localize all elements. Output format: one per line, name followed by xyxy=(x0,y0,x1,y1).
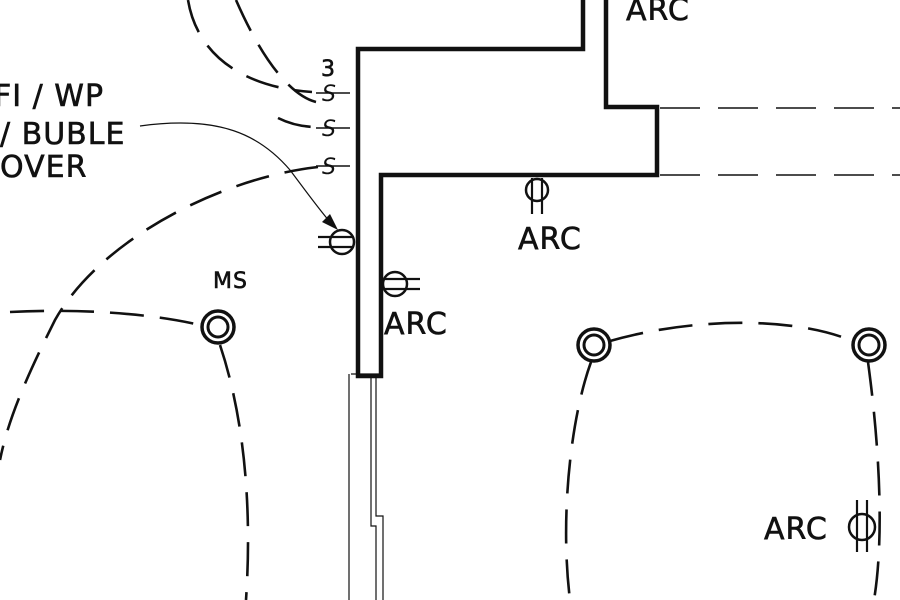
light-fixture-icon xyxy=(576,327,612,363)
wall-outline xyxy=(355,0,660,379)
note-line-3: OVER xyxy=(0,150,87,185)
receptacle-icon xyxy=(318,228,356,256)
switch-symbol-3: S xyxy=(322,155,336,180)
switches: S S S xyxy=(316,82,350,180)
label-arc-right: ARC xyxy=(764,512,828,547)
ms-arc-left xyxy=(9,309,205,328)
label-ms: MS xyxy=(213,269,248,294)
label-arc-mid: ARC xyxy=(518,222,582,257)
note-line-1: FI / WP xyxy=(0,79,104,114)
switch-icon: S xyxy=(316,155,350,180)
right-room-arc-top xyxy=(609,321,851,343)
walls xyxy=(348,0,660,600)
door-frame xyxy=(348,373,384,600)
switch-icon: S xyxy=(316,82,350,107)
light-fixture-icon xyxy=(200,309,236,345)
receptacle-icon xyxy=(524,177,550,214)
light-fixtures xyxy=(200,309,887,363)
switch-icon: S xyxy=(316,117,350,142)
switch-arc-4 xyxy=(0,165,319,461)
ms-arc-down xyxy=(218,344,250,600)
labels: ARC ARC ARC ARC MS 3 FI / WP / BUBLE OVE… xyxy=(0,0,828,547)
note-line-2: / BUBLE xyxy=(0,117,125,152)
leader-arrow xyxy=(139,122,338,230)
arrowhead-icon xyxy=(322,214,338,230)
light-fixture-icon xyxy=(851,327,887,363)
switch-symbol-1: S xyxy=(322,82,336,107)
label-arc-wall: ARC xyxy=(384,307,448,342)
label-switch-count: 3 xyxy=(321,57,336,82)
receptacles xyxy=(318,177,877,552)
switch-arc-3 xyxy=(277,116,319,129)
switch-symbol-2: S xyxy=(322,117,336,142)
switch-arc-2 xyxy=(234,0,317,104)
receptacle-icon xyxy=(381,270,420,298)
label-arc-top: ARC xyxy=(626,0,690,28)
switch-arc-1 xyxy=(186,0,313,94)
right-room-arc-left xyxy=(564,361,593,600)
receptacle-icon xyxy=(847,500,877,552)
right-room-arc-right xyxy=(866,361,881,600)
